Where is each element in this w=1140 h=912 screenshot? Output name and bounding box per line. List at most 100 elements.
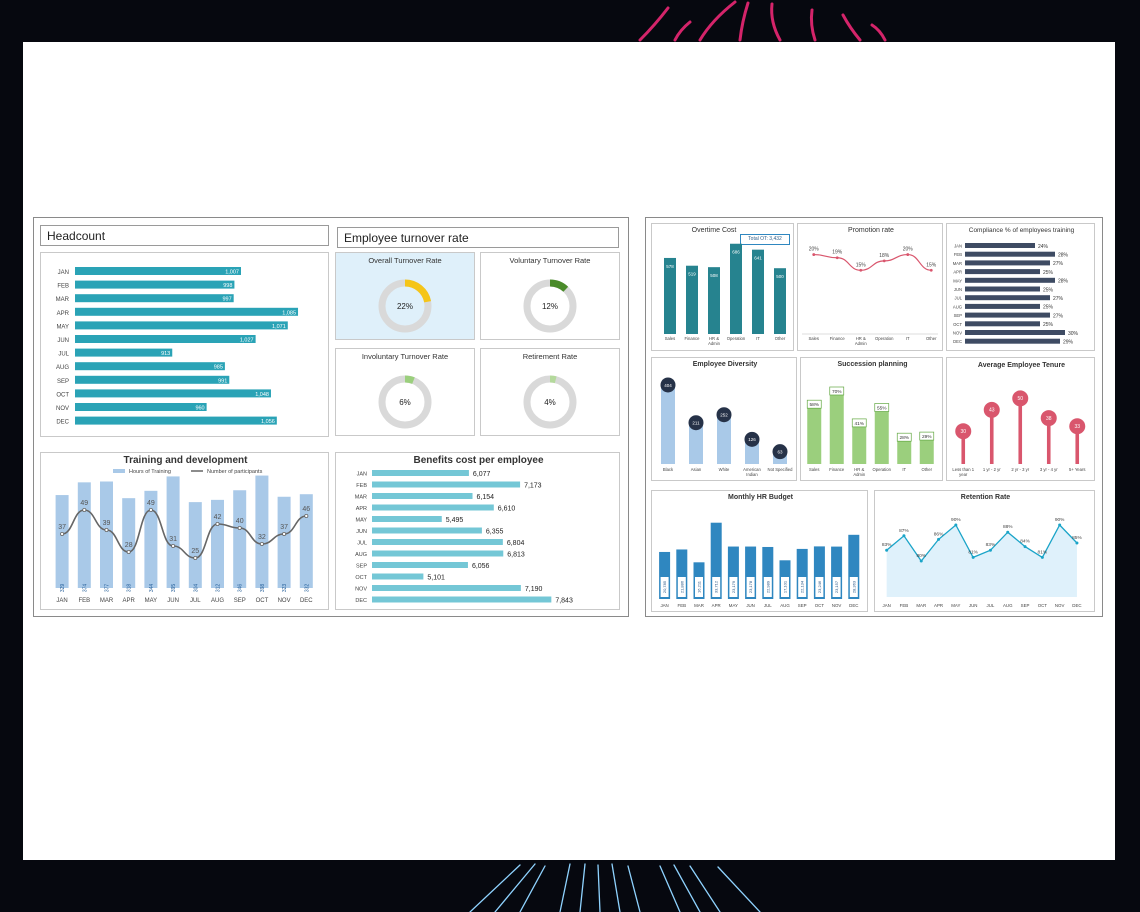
overtime-title: Overtime Cost	[691, 227, 737, 234]
headcount-value-label: 1,027	[240, 338, 254, 344]
overtime-value-label: 508	[710, 273, 718, 278]
participants-label: 46	[302, 506, 310, 513]
participants-label: 32	[258, 534, 266, 541]
retention-value-label: 83%	[882, 542, 892, 548]
succession-category-label: Other	[922, 467, 933, 472]
participants-point	[237, 526, 242, 531]
headcount-month-label: APR	[57, 311, 70, 317]
retention-month-label: JUL	[987, 603, 995, 608]
participants-label: 49	[147, 500, 155, 507]
participants-point	[171, 544, 176, 549]
retention-point	[954, 523, 958, 527]
headcount-value-label: 998	[223, 283, 232, 289]
retention-month-label: DEC	[1072, 603, 1081, 608]
training-hours-label: 374	[82, 584, 88, 593]
budget-bar	[710, 522, 722, 599]
retention-title: Retention Rate	[960, 494, 1011, 501]
participants-label: 42	[214, 514, 222, 521]
succession-title: Succession planning	[837, 361, 908, 368]
promotion-point	[859, 268, 863, 272]
tenure-value-label: 50	[1017, 396, 1023, 402]
succession-bar	[852, 418, 867, 464]
tenure-value-label: 43	[989, 408, 995, 414]
tenure-stem	[989, 409, 994, 464]
participants-label: 37	[280, 524, 288, 531]
budget-bar	[659, 551, 671, 599]
donut-value-arc	[523, 279, 577, 333]
promotion-category-label: IT	[906, 336, 910, 341]
headcount-panel: JAN 1,007 FEB 998 MAR 997 APR 1,085 MAY 1,071 JUN 1…	[40, 252, 329, 437]
promotion-point	[835, 256, 839, 260]
compliance-value-label: 30%	[1068, 331, 1079, 337]
compliance-month-label: MAR	[953, 261, 962, 266]
training-hours-bar	[211, 499, 224, 588]
tenure-marker	[1040, 410, 1057, 427]
donut-value-label: 12%	[542, 302, 558, 311]
compliance-bar	[965, 277, 1055, 283]
tenure-marker	[1069, 418, 1086, 435]
compliance-value-label: 29%	[1063, 340, 1074, 346]
retention-value-label: 85%	[1072, 535, 1082, 541]
benefits-bar	[372, 504, 494, 511]
tenure-stem	[1075, 426, 1080, 464]
succession-category-label: Finance	[829, 467, 845, 472]
headcount-month-label: JUN	[57, 338, 69, 344]
compliance-bar	[965, 251, 1055, 257]
participants-point	[82, 508, 87, 513]
compliance-bar	[965, 312, 1050, 318]
turnover-tile-title: Overall Turnover Rate	[368, 256, 442, 265]
budget-month-label: SEP	[798, 603, 807, 608]
overtime-category-label: Other	[775, 336, 786, 341]
retention-point	[902, 534, 906, 538]
budget-month-label: APR	[712, 603, 721, 608]
tenure-marker	[1012, 390, 1029, 407]
compliance-value-label: 27%	[1053, 261, 1064, 267]
headcount-bar	[75, 294, 234, 303]
compliance-bar	[965, 295, 1050, 301]
compliance-month-label: AUG	[953, 304, 962, 309]
benefits-bar	[372, 493, 473, 499]
diversity-panel: Employee Diversity 404 Black 211 Asian 252 Wh…	[651, 357, 797, 481]
budget-label-box	[712, 577, 721, 597]
headcount-bar	[75, 321, 288, 330]
headcount-chart: JAN 1,007 FEB 998 MAR 997 APR 1,085 MAY 1,071 JUN 1…	[56, 267, 299, 426]
budget-value-label: 23,179	[731, 580, 736, 593]
benefits-month-label: APR	[356, 506, 367, 512]
training-hours-bar	[277, 496, 291, 588]
retention-point	[1058, 523, 1062, 527]
retention-value-label: 88%	[1003, 524, 1013, 530]
headcount-bar	[75, 307, 299, 316]
diversity-marker	[716, 407, 732, 423]
training-month-label: JUL	[190, 598, 201, 604]
headcount-value-label: 1,048	[255, 392, 269, 398]
retention-chart: 83% 87% 80% 86% 90% 81% 83% 88% 84% 81% 90% 85% JAN F…	[882, 517, 1083, 608]
succession-chart: 58% Sales 70% Finance 41% HR &Admin 55% Operati…	[806, 386, 935, 477]
training-hours-label: 377	[105, 584, 111, 593]
budget-bar	[813, 546, 825, 599]
budget-bar	[676, 549, 688, 599]
overtime-bar	[730, 243, 742, 334]
succession-label-box	[806, 399, 822, 409]
promotion-value-label: 18%	[879, 253, 890, 259]
benefits-month-label: JUN	[356, 529, 367, 535]
legend-label-hours: Hours of Training	[129, 469, 171, 475]
overtime-bar	[708, 267, 720, 334]
tenure-panel: Average Employee Tenure 30 Less than 1 yea…	[946, 357, 1095, 481]
compliance-bar	[965, 269, 1040, 275]
benefits-month-label: FEB	[356, 483, 367, 489]
diversity-value-label: 126	[748, 437, 756, 442]
diversity-value-label: 211	[692, 421, 700, 426]
retention-value-label: 81%	[1038, 549, 1048, 555]
compliance-panel: Compliance % of employees training JAN 24…	[946, 223, 1095, 351]
succession-label-box	[896, 432, 912, 442]
promotion-category-label: Sales	[809, 336, 819, 341]
headcount-value-label: 1,085	[282, 310, 296, 316]
succession-category-label: HR &	[854, 467, 864, 472]
training-hours-bar	[100, 481, 113, 588]
headcount-bar	[75, 416, 277, 425]
donut-value-label: 6%	[399, 398, 411, 407]
compliance-bar	[965, 286, 1040, 292]
training-hours-label: 323	[282, 584, 288, 593]
tenure-title: Average Employee Tenure	[977, 362, 1066, 369]
